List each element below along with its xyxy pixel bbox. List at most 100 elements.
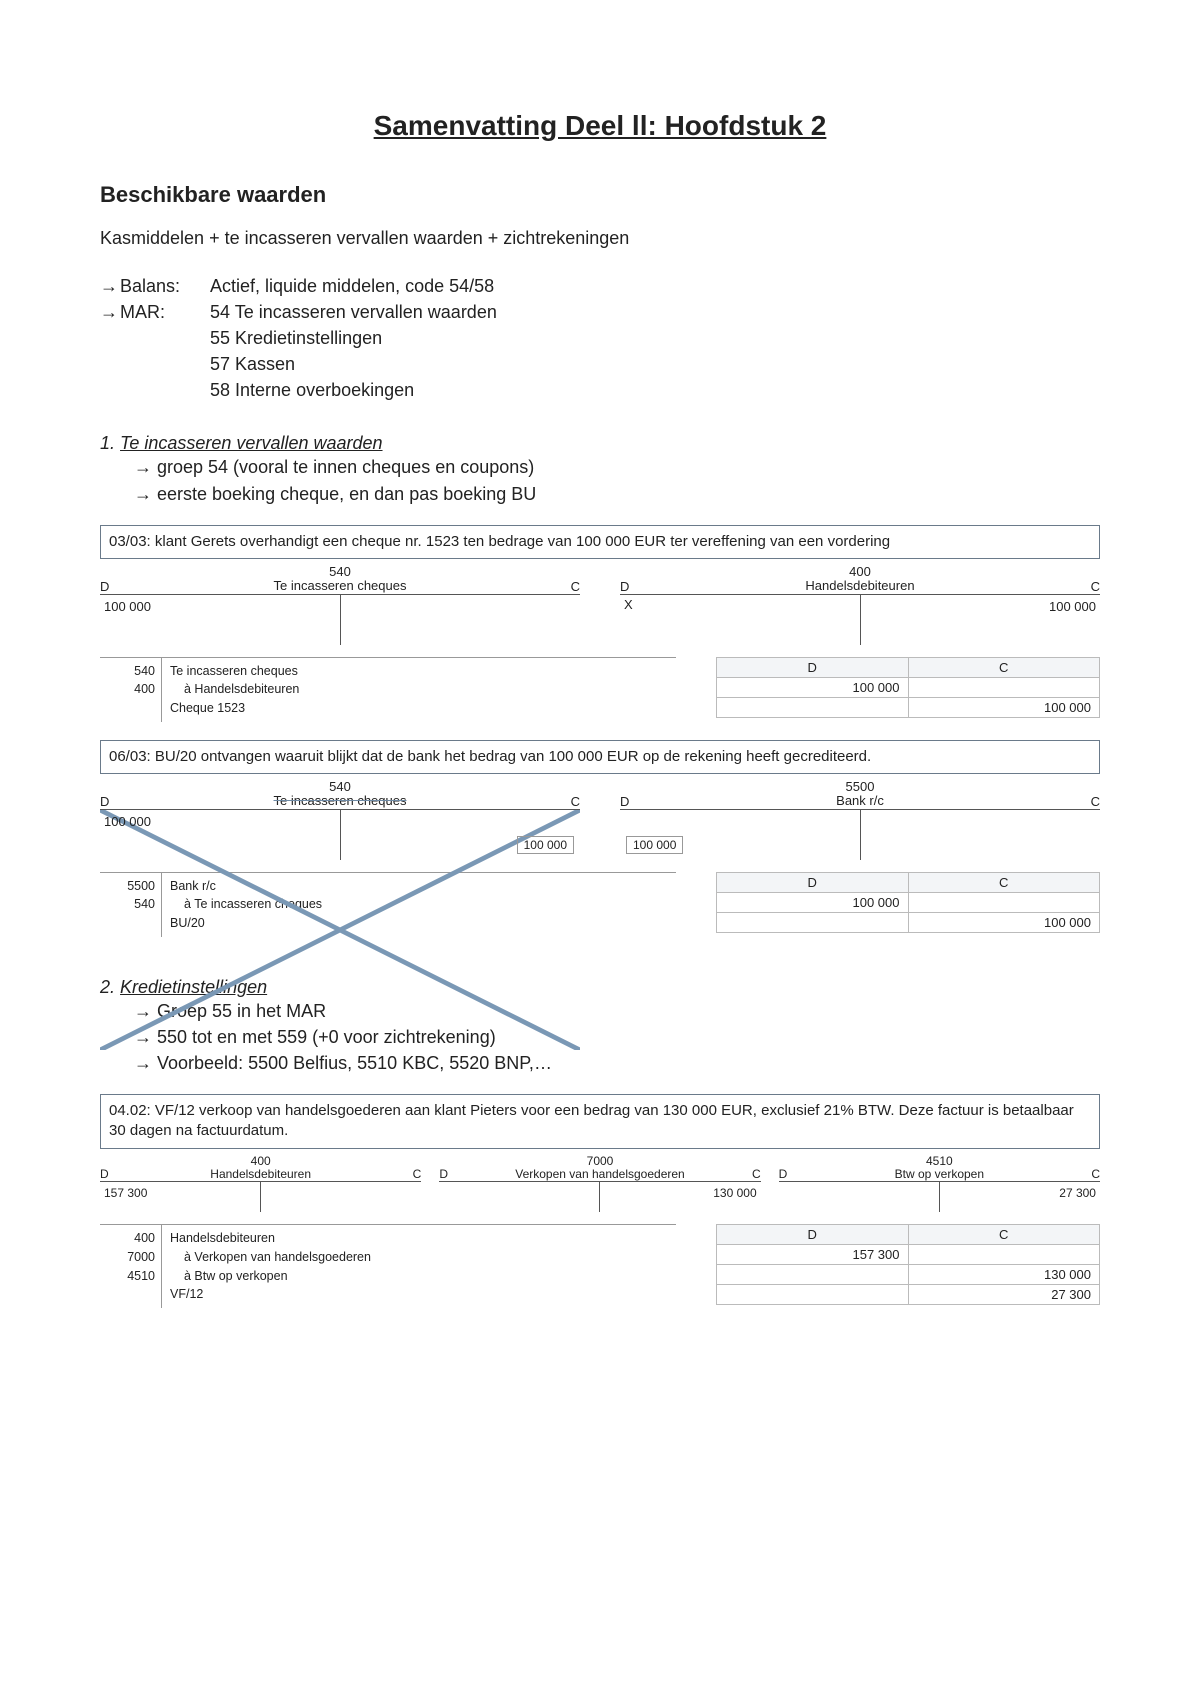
dc-d: D [717, 872, 909, 892]
t-account-7000: D 7000 Verkopen van handelsgoederen C 13… [439, 1155, 760, 1212]
t-account-540: D 540 Te incasseren cheques C 100 000 [100, 565, 580, 645]
t-acct-code: 400 [116, 1155, 405, 1168]
t-acct-code: 400 [644, 565, 1076, 579]
t-acct-name: Bank r/c [644, 794, 1076, 808]
je-code: 7000 [100, 1248, 155, 1267]
t-account-400-2: D 400 Handelsdebiteuren C 157 300 [100, 1155, 421, 1212]
def-label-mar: MAR: [120, 299, 210, 325]
dc-d: D [717, 1225, 909, 1245]
dc-d: D [779, 1167, 795, 1181]
section-1-bullet-2: → eerste boeking cheque, en dan pas boek… [134, 481, 1100, 507]
section-2-number: 2. [100, 977, 115, 997]
t-amt: 130 000 [713, 1186, 756, 1200]
je-code: 4510 [100, 1267, 155, 1286]
dc-c: C [908, 1225, 1100, 1245]
dc-c: C [908, 872, 1100, 892]
t-accounts-1a: D 540 Te incasseren cheques C 100 000 D … [100, 565, 1100, 645]
dc-c: C [556, 579, 580, 594]
section-2-heading: 2. Kredietinstellingen [100, 977, 1100, 998]
section-2-bullet-3: → Voorbeeld: 5500 Belfius, 5510 KBC, 552… [134, 1050, 1100, 1076]
je-d: 100 000 [717, 677, 909, 697]
t-acct-code: 5500 [644, 780, 1076, 794]
case-box-1b: 06/03: BU/20 ontvangen waaruit blijkt da… [100, 740, 1100, 774]
section-2-bullet-2: → 550 tot en met 559 (+0 voor zichtreken… [134, 1024, 1100, 1050]
je-c1: 130 000 [908, 1265, 1100, 1285]
t-account-5500: D 5500 Bank r/c C 100 000 [620, 780, 1100, 860]
je-code: 540 [100, 895, 155, 914]
t-acct-name: Btw op verkopen [795, 1168, 1084, 1181]
dc-c: C [405, 1167, 421, 1181]
t-account-400: D 400 Handelsdebiteuren C X 100 000 [620, 565, 1100, 645]
je-label: à Handelsdebiteuren [170, 680, 672, 699]
x-marker: X [624, 597, 633, 612]
t-account-540-b: D 540 Te incasseren cheques C 100 000 10… [100, 780, 580, 860]
je-label: Te incasseren cheques [170, 662, 672, 681]
section-1-bullet-1: → groep 54 (vooral te innen cheques en c… [134, 454, 1100, 480]
dc-c: C [556, 794, 580, 809]
je-amount-table: DC 100 000 100 000 [716, 872, 1100, 933]
je-d: 100 000 [717, 892, 909, 912]
je-code: 5500 [100, 877, 155, 896]
def-label-balans: Balans: [120, 273, 210, 299]
journal-entry-1a: 540 400 Te incasseren cheques à Handelsd… [100, 657, 1100, 722]
je-label: à Btw op verkopen [170, 1267, 672, 1286]
dc-d: D [439, 1167, 455, 1181]
je-code: 400 [100, 1229, 155, 1248]
dc-d: D [100, 579, 124, 594]
je-label: à Verkopen van handelsgoederen [170, 1248, 672, 1267]
t-acct-name: Handelsdebiteuren [644, 579, 1076, 593]
section-2-title: Kredietinstellingen [120, 977, 267, 997]
dc-c: C [1076, 794, 1100, 809]
def-body-mar-1: 54 Te incasseren vervallen waarden [210, 299, 497, 325]
section-2-bullet-1: → Groep 55 in het MAR [134, 998, 1100, 1024]
journal-entry-2: 400 7000 4510 Handelsdebiteuren à Verkop… [100, 1224, 1100, 1308]
def-body-balans: Actief, liquide middelen, code 54/58 [210, 273, 494, 299]
t-acct-name: Verkopen van handelsgoederen [455, 1168, 744, 1181]
section-2-bullets: → Groep 55 in het MAR → 550 tot en met 5… [134, 998, 1100, 1076]
t-acct-name: Te incasseren cheques [124, 579, 556, 593]
t-accounts-2: D 400 Handelsdebiteuren C 157 300 D 7000… [100, 1155, 1100, 1212]
subsection-heading: Beschikbare waarden [100, 182, 1100, 208]
case-box-2: 04.02: VF/12 verkoop van handelsgoederen… [100, 1094, 1100, 1149]
t-amt-box: 100 000 [517, 836, 574, 854]
page: Samenvatting Deel ll: Hoofdstuk 2 Beschi… [0, 0, 1200, 1697]
je-ref: VF/12 [170, 1285, 672, 1304]
section-1-heading: 1. Te incasseren vervallen waarden [100, 433, 1100, 454]
t-amt: 100 000 [104, 599, 151, 614]
intro-line: Kasmiddelen + te incasseren vervallen wa… [100, 228, 1100, 249]
section-1-bullets: → groep 54 (vooral te innen cheques en c… [134, 454, 1100, 506]
je-code: 540 [100, 662, 155, 681]
dc-d: D [620, 794, 644, 809]
je-label: Bank r/c [170, 877, 672, 896]
je-c: 100 000 [908, 697, 1100, 717]
t-acct-code: 7000 [455, 1155, 744, 1168]
t-account-4510: D 4510 Btw op verkopen C 27 300 [779, 1155, 1100, 1212]
t-amt: 100 000 [104, 814, 151, 829]
arrow-icon: → [100, 299, 120, 325]
arrow-icon: → [100, 273, 120, 299]
je-label: à Te incasseren cheques [170, 895, 672, 914]
case-box-1a: 03/03: klant Gerets overhandigt een cheq… [100, 525, 1100, 559]
je-c: 100 000 [908, 912, 1100, 932]
dc-d: D [100, 794, 124, 809]
t-amt: 157 300 [104, 1186, 147, 1200]
t-acct-name-struck: Te incasseren cheques [124, 794, 556, 808]
journal-entry-1b: 5500 540 Bank r/c à Te incasseren cheque… [100, 872, 1100, 937]
je-amount-table: DC 157 300 130 000 27 300 [716, 1224, 1100, 1305]
t-accounts-1b: D 540 Te incasseren cheques C 100 000 10… [100, 780, 1100, 860]
je-d: 157 300 [717, 1245, 909, 1265]
je-ref: Cheque 1523 [170, 699, 672, 718]
dc-c: C [745, 1167, 761, 1181]
je-ref: BU/20 [170, 914, 672, 933]
t-amt: 100 000 [1049, 599, 1096, 614]
t-acct-name: Handelsdebiteuren [116, 1168, 405, 1181]
dc-c: C [1084, 1167, 1100, 1181]
dc-d: D [717, 657, 909, 677]
je-label: Handelsdebiteuren [170, 1229, 672, 1248]
section-1-number: 1. [100, 433, 115, 453]
page-title: Samenvatting Deel ll: Hoofdstuk 2 [100, 110, 1100, 142]
t-acct-code: 540 [124, 780, 556, 794]
je-amount-table: DC 100 000 100 000 [716, 657, 1100, 718]
definitions-block: → Balans: Actief, liquide middelen, code… [100, 273, 1100, 403]
t-amt: 27 300 [1059, 1186, 1096, 1200]
